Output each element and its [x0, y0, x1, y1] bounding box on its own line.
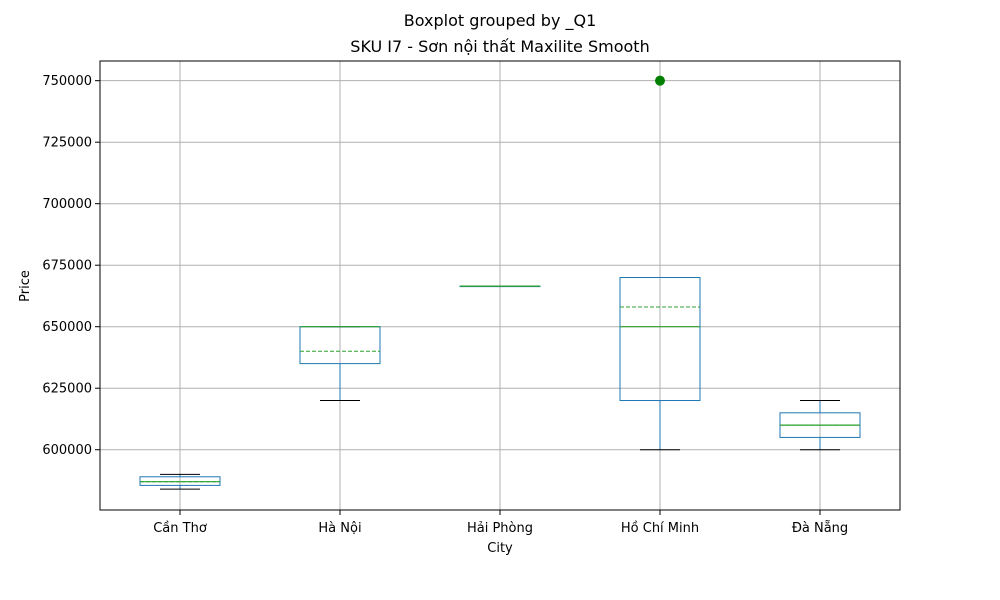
x-axis-label: City: [487, 541, 513, 556]
axes-frame: [99, 60, 901, 511]
outlier-point: [655, 75, 665, 86]
y-axis-label: Price: [18, 270, 33, 302]
x-tick-label: Cần Thơ: [153, 521, 207, 536]
x-tick-label: Đà Nẵng: [792, 521, 848, 536]
iqr-box: [619, 277, 701, 402]
chart-title: SKU I7 - Sơn nội thất Maxilite Smooth: [350, 37, 649, 56]
y-tick-label: 675000: [42, 259, 92, 274]
y-tick-label: 750000: [42, 74, 92, 89]
y-tick-label: 725000: [42, 136, 92, 151]
x-tick-label: Hải Phòng: [467, 521, 533, 536]
y-tick-label: 650000: [42, 320, 92, 335]
y-tick-label: 600000: [42, 443, 92, 458]
x-tick-label: Hà Nội: [318, 521, 361, 536]
iqr-box: [139, 476, 221, 486]
x-tick-label: Hồ Chí Minh: [621, 521, 699, 536]
y-tick-label: 700000: [42, 197, 92, 212]
plot-area: 600000 625000 650000 675000 700000 725000 7500…: [42, 60, 901, 536]
y-tick-label: 625000: [42, 382, 92, 397]
chart-suptitle: Boxplot grouped by _Q1: [404, 11, 597, 31]
